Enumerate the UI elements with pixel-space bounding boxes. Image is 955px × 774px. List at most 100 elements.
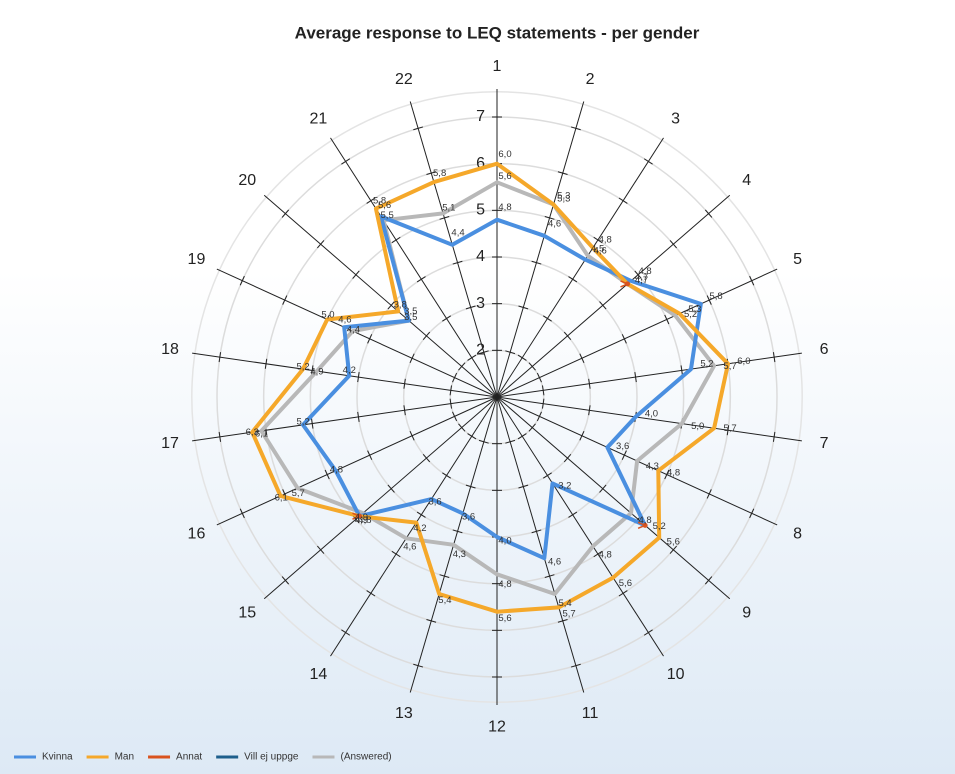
tick-mark xyxy=(341,629,351,636)
tick-mark xyxy=(680,365,683,376)
tick-mark xyxy=(593,550,603,558)
category-label: 12 xyxy=(488,719,506,736)
value-label: 4,9 xyxy=(355,512,368,523)
value-label: 6,1 xyxy=(275,493,288,504)
category-label: 11 xyxy=(582,705,599,722)
category-label: 5 xyxy=(793,251,802,268)
series-point xyxy=(356,513,362,519)
tick-mark xyxy=(704,209,713,218)
tick-mark xyxy=(726,425,730,436)
value-label: 5,3 xyxy=(688,304,701,315)
tick-mark xyxy=(439,574,450,578)
tick-mark xyxy=(357,372,360,383)
value-label: 5,7 xyxy=(562,609,575,620)
tick-mark xyxy=(518,305,529,310)
tick-mark xyxy=(544,216,555,220)
value-label: 5,7 xyxy=(723,361,736,372)
tick-mark xyxy=(618,197,628,204)
value-label: 5,6 xyxy=(378,200,391,211)
value-label: 4,7 xyxy=(635,272,648,283)
tick-mark xyxy=(458,423,466,432)
tick-mark xyxy=(518,484,529,489)
tick-mark xyxy=(341,158,351,165)
spoke xyxy=(216,396,498,526)
spoke xyxy=(192,396,498,442)
spoke xyxy=(496,396,731,600)
tick-mark xyxy=(568,511,578,518)
y-tick-label: 3 xyxy=(476,295,485,312)
value-label: 4,3 xyxy=(453,549,466,560)
tick-mark xyxy=(505,350,516,355)
value-label: 6,0 xyxy=(498,149,511,160)
category-label: 9 xyxy=(742,605,751,622)
tick-mark xyxy=(772,352,776,363)
spoke xyxy=(496,268,778,398)
tick-mark xyxy=(706,489,712,499)
category-label: 21 xyxy=(309,110,327,127)
value-label: 4,3 xyxy=(646,461,659,472)
value-label: 5,2 xyxy=(653,521,666,532)
tick-mark xyxy=(422,454,431,463)
tick-mark xyxy=(465,305,476,310)
tick-mark xyxy=(528,423,536,432)
category-label: 10 xyxy=(667,666,685,683)
tick-mark xyxy=(282,295,288,305)
tick-mark xyxy=(467,433,477,440)
tick-mark xyxy=(264,358,268,369)
value-label: 5,8 xyxy=(709,291,722,302)
tick-mark xyxy=(452,260,463,265)
tick-mark xyxy=(442,472,452,479)
tick-mark xyxy=(413,126,424,131)
value-label: 6,3 xyxy=(246,427,259,438)
value-label: 5,5 xyxy=(381,210,394,221)
value-label: 4,6 xyxy=(403,542,416,553)
category-label: 13 xyxy=(395,705,413,722)
value-label: 4,9 xyxy=(310,366,323,377)
tick-mark xyxy=(528,362,536,371)
tick-mark xyxy=(439,216,450,220)
spoke xyxy=(496,352,802,398)
series-point xyxy=(642,522,648,528)
tick-mark xyxy=(239,508,245,519)
tick-mark xyxy=(531,529,542,534)
tick-mark xyxy=(599,484,607,493)
value-label: 4,2 xyxy=(343,365,356,376)
value-label: 5,2 xyxy=(684,309,697,320)
value-label: 5,6 xyxy=(667,536,680,547)
tick-mark xyxy=(664,314,670,325)
spoke xyxy=(496,396,802,442)
tick-mark xyxy=(452,411,458,422)
tick-mark xyxy=(317,240,325,249)
category-label: 18 xyxy=(161,341,179,358)
value-label: 4,4 xyxy=(451,228,464,239)
tick-mark xyxy=(218,352,222,363)
value-label: 5,6 xyxy=(619,578,632,589)
value-label: 4,5 xyxy=(591,243,604,254)
tick-mark xyxy=(357,411,360,422)
tick-mark xyxy=(467,354,477,361)
value-label: 4,9 xyxy=(355,515,368,526)
series-line xyxy=(301,214,703,561)
value-label: 4,8 xyxy=(330,465,343,476)
category-label: 20 xyxy=(238,172,256,189)
tick-mark xyxy=(536,411,542,422)
tick-mark xyxy=(218,431,222,442)
tick-mark xyxy=(541,385,545,396)
legend-label: Vill ej uppge xyxy=(244,752,299,763)
tick-mark xyxy=(442,315,452,322)
value-label: 5,0 xyxy=(691,421,704,432)
tick-mark xyxy=(366,590,376,597)
value-label: 4,0 xyxy=(498,536,511,547)
tick-mark xyxy=(367,450,373,460)
category-label: 3 xyxy=(671,110,680,127)
value-label: 5,7 xyxy=(723,423,736,434)
spoke xyxy=(496,396,585,693)
legend-label: Annat xyxy=(176,752,202,763)
category-label: 2 xyxy=(586,71,595,88)
spoke xyxy=(496,137,664,398)
value-label: 3,6 xyxy=(462,512,475,523)
value-label: 3,2 xyxy=(558,481,571,492)
legend-label: Man xyxy=(115,752,134,763)
y-tick-label: 6 xyxy=(476,155,485,172)
tick-mark xyxy=(772,431,776,442)
